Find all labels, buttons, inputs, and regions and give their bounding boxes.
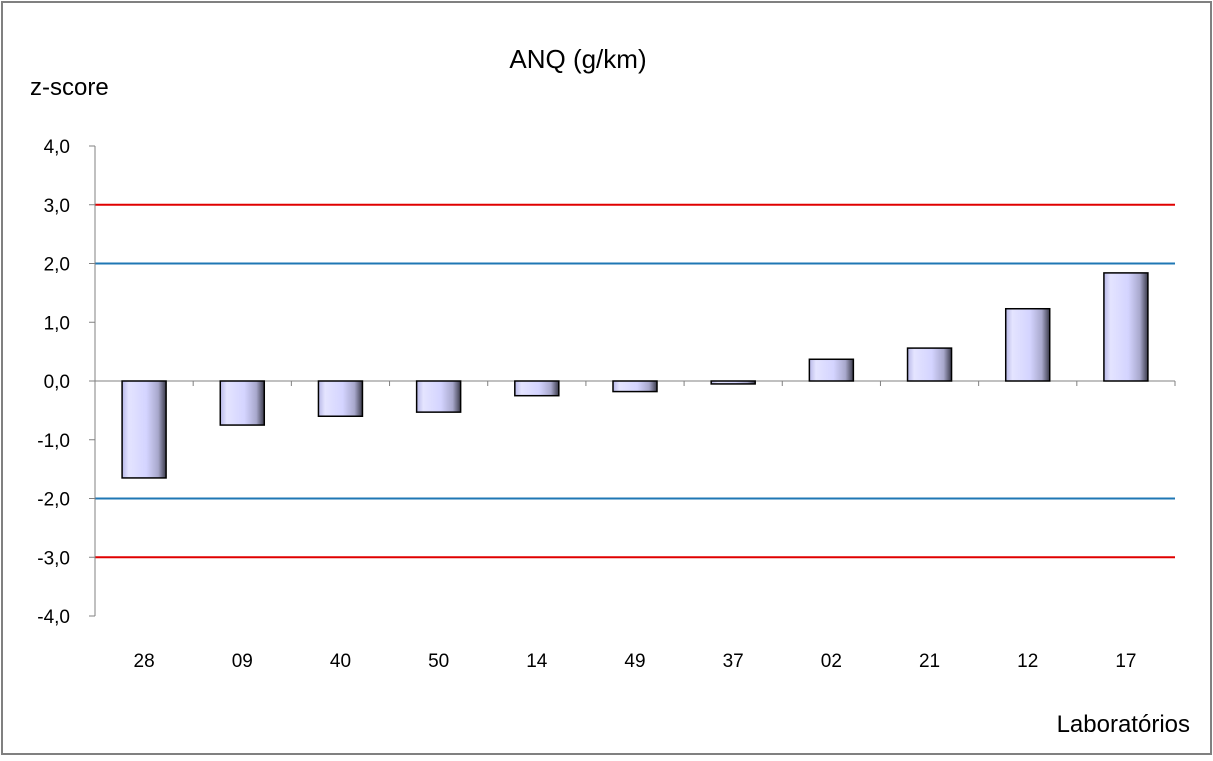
y-tick-label: -1,0 [37,431,70,452]
x-tick-label: 37 [723,651,744,672]
x-tick-label: 50 [428,651,449,672]
y-tick-label: 0,0 [44,372,70,393]
x-tick-label: 21 [919,651,940,672]
bar [906,347,953,382]
x-tick-label: 09 [232,651,253,672]
bar [121,380,167,479]
y-tick-label: 2,0 [44,255,70,276]
bar [808,358,855,382]
x-tick-label: 40 [330,651,351,672]
y-tick-label: -4,0 [37,607,70,628]
x-axis-label: Laboratórios [1057,711,1190,738]
x-tick-label: 14 [526,651,548,672]
x-tick-label: 49 [624,651,645,672]
plot-area: 4,0 3,0 2,0 1,0 0,0 -1,0 -2,0 -3,0 -4,0 28 09 40 50 1… [37,137,1176,672]
bar [1103,272,1149,382]
bar [415,380,462,413]
bar [219,380,266,426]
bar [612,380,658,393]
y-tick-label: 1,0 [44,313,70,334]
bar [1004,307,1051,382]
bar [514,380,560,397]
bar [317,380,364,417]
y-tick-label: 4,0 [44,137,70,158]
chart-title: ANQ (g/km) [509,44,646,74]
y-tick-label: -2,0 [37,490,70,511]
x-tick-label: 28 [134,651,155,672]
y-tick-label: 3,0 [44,196,70,217]
x-tick-label: 02 [821,651,842,672]
x-tick-label: 12 [1017,651,1038,672]
bar [710,380,756,385]
y-tick-label: -3,0 [37,548,70,569]
y-axis-label: z-score [30,74,109,101]
x-tick-label: 17 [1115,651,1136,672]
